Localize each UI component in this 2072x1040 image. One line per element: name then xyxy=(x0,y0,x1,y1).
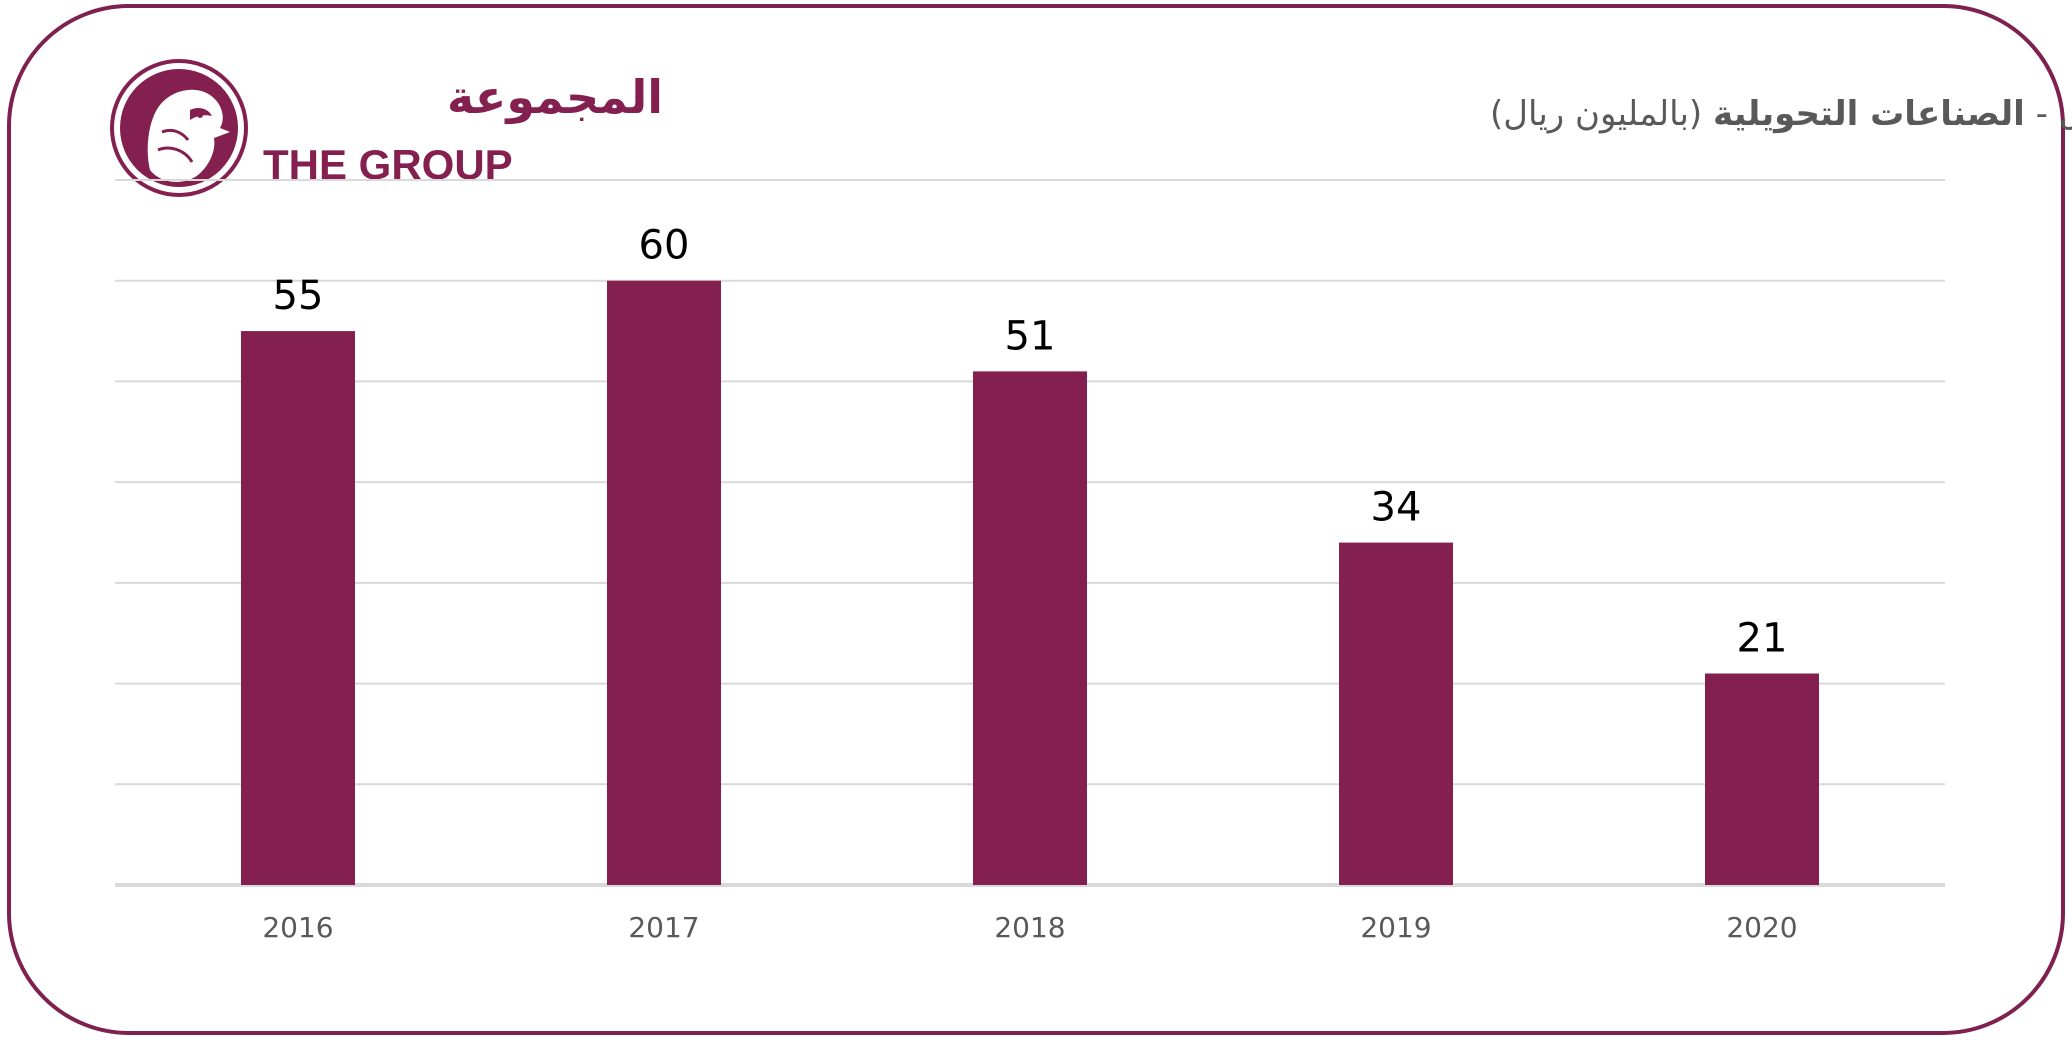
data-label-2018: 51 xyxy=(1005,313,1056,359)
logo-arabic-text: المجموعة xyxy=(447,70,663,124)
x-tick-label-2017: 2017 xyxy=(628,911,699,944)
x-tick-label-2019: 2019 xyxy=(1360,911,1431,944)
bars xyxy=(241,280,1819,886)
data-label-2019: 34 xyxy=(1371,485,1422,531)
falcon-emblem-icon xyxy=(110,59,248,197)
x-tick-label-2020: 2020 xyxy=(1726,911,1797,944)
chart-title-suffix: (بالمليون ريال) xyxy=(1490,94,1713,134)
chart-title-prefix: صافي أرباح الربع الاول - xyxy=(2025,91,2072,134)
bar-2018 xyxy=(973,371,1087,885)
bar-2019 xyxy=(1339,542,1453,885)
bar-2017 xyxy=(607,280,721,885)
data-label-2017: 60 xyxy=(639,223,690,269)
data-labels: 55 60 51 34 21 xyxy=(273,223,1788,662)
chart-title: صافي أرباح الربع الاول - الصناعات التحوي… xyxy=(1490,91,2072,134)
chart-title-bold: الصناعات التحويلية xyxy=(1713,94,2025,134)
x-tick-label-2018: 2018 xyxy=(994,911,1065,944)
data-label-2016: 55 xyxy=(273,273,324,319)
data-label-2020: 21 xyxy=(1737,616,1788,662)
bar-2020 xyxy=(1705,673,1819,885)
x-axis-ticks: 2016 2017 2018 2019 2020 xyxy=(262,911,1797,944)
x-tick-label-2016: 2016 xyxy=(262,911,333,944)
bar-2016 xyxy=(241,331,355,886)
